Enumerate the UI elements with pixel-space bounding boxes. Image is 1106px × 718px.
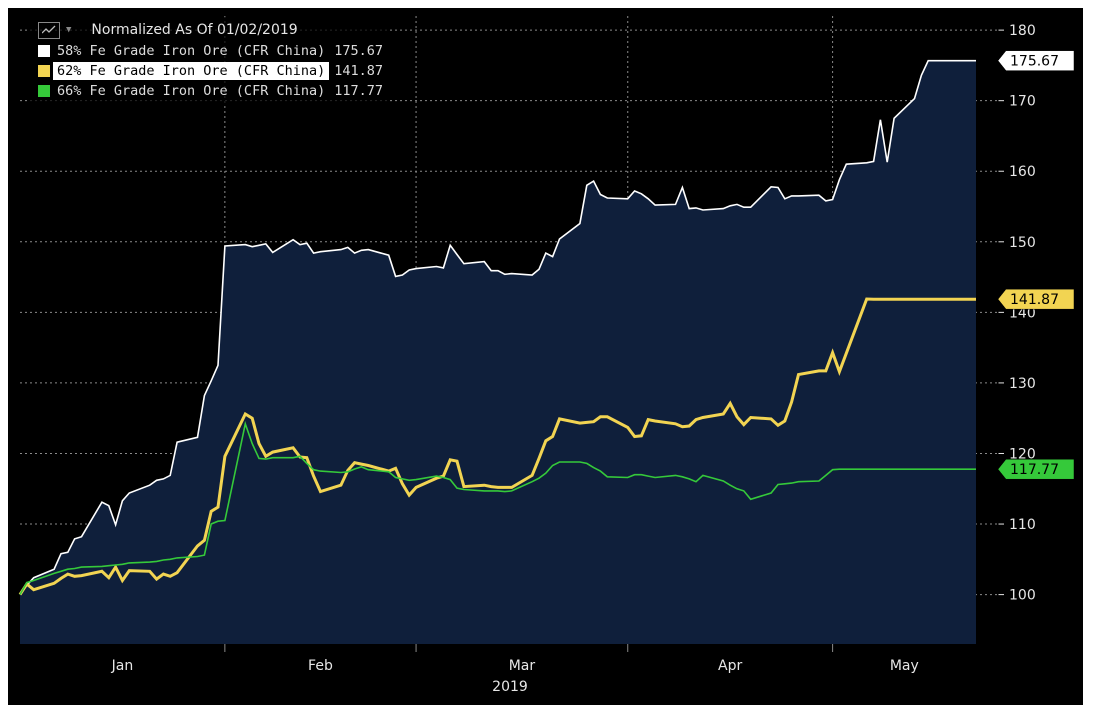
legend-label-58: 58% Fe Grade Iron Ore (CFR China)	[57, 43, 326, 59]
x-tick-label: Apr	[718, 658, 742, 674]
last-value-tag: 141.87	[997, 288, 1075, 310]
legend: ▼ Normalized As Of 01/02/2019 58% Fe Gra…	[30, 17, 389, 104]
legend-swatch-58	[38, 45, 50, 57]
legend-title: Normalized As Of 01/02/2019	[91, 22, 298, 38]
legend-item-62[interactable]: 62% Fe Grade Iron Ore (CFR China) 141.87	[38, 61, 383, 81]
series-line-66	[19, 420, 976, 595]
legend-value-58: 175.67	[334, 43, 383, 59]
line-chart-icon[interactable]	[38, 21, 60, 39]
legend-item-58[interactable]: 58% Fe Grade Iron Ore (CFR China) 175.67	[38, 41, 383, 61]
area-58	[20, 60, 976, 644]
x-axis-label: 2019	[492, 679, 528, 695]
y-tick-label: 110	[1009, 517, 1036, 533]
y-tick-label: 160	[1009, 164, 1036, 180]
x-tick-label: Jan	[111, 658, 134, 674]
series-line-62	[18, 297, 976, 596]
last-value-label: 175.67	[1010, 54, 1059, 70]
legend-item-66[interactable]: 66% Fe Grade Iron Ore (CFR China) 117.77	[38, 81, 383, 101]
chart-frame: 100 110 120 130 140 150 160 170 180 Jan Feb Mar Apr M…	[8, 8, 1083, 705]
legend-value-66: 117.77	[334, 83, 383, 99]
caret-down-icon[interactable]: ▼	[66, 25, 72, 35]
y-tick-label: 120	[1009, 446, 1036, 462]
legend-swatch-62	[38, 65, 50, 77]
x-tick-label: May	[890, 658, 919, 674]
y-tick-label: 130	[1009, 376, 1036, 392]
last-value-label: 117.77	[1010, 462, 1059, 478]
y-tick-label: 170	[1009, 94, 1036, 110]
legend-header: ▼ Normalized As Of 01/02/2019	[38, 19, 383, 41]
x-tick-label: Mar	[509, 658, 536, 674]
y-tick-label: 150	[1009, 235, 1036, 251]
series-line-58	[19, 59, 976, 596]
legend-label-66: 66% Fe Grade Iron Ore (CFR China)	[57, 83, 326, 99]
y-tick-label: 180	[1009, 23, 1036, 39]
legend-label-62: 62% Fe Grade Iron Ore (CFR China)	[52, 62, 330, 80]
last-value-label: 141.87	[1010, 292, 1059, 308]
last-value-tag: 175.67	[997, 50, 1075, 71]
y-tick-label: 100	[1009, 588, 1036, 604]
last-value-tag: 117.77	[997, 458, 1075, 480]
x-tick-label: Feb	[308, 658, 333, 674]
legend-value-62: 141.87	[334, 63, 383, 79]
legend-swatch-66	[38, 85, 50, 97]
